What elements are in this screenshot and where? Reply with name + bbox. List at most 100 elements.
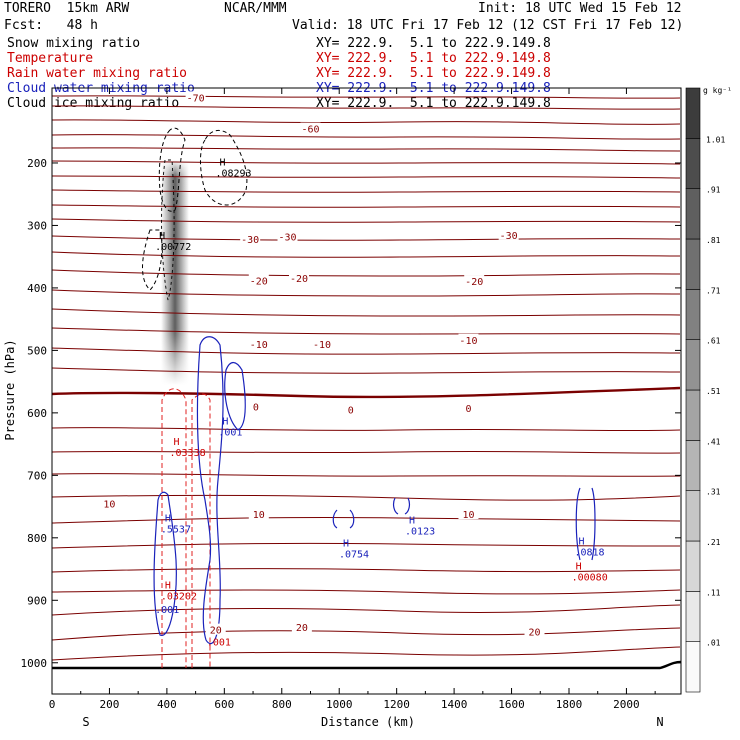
temperature-label: -70 xyxy=(187,93,205,104)
field-label-temperature: Temperature xyxy=(7,51,94,66)
extremum-value: .0818 xyxy=(574,548,604,559)
x-tick-label: 1400 xyxy=(441,698,468,711)
extremum-marker: H xyxy=(409,515,415,526)
temperature-label: -20 xyxy=(290,274,308,285)
x-tick-label: 1000 xyxy=(326,698,353,711)
x-tick-label: 1800 xyxy=(556,698,583,711)
colorbar-swatch xyxy=(685,440,701,491)
init-time: Init: 18 UTC Wed 15 Feb 12 xyxy=(478,1,682,16)
y-tick-label: 600 xyxy=(27,407,47,420)
colorbar-tick-label: .41 xyxy=(706,437,721,446)
temperature-label-bg xyxy=(99,497,120,509)
colorbar-tick-label: .31 xyxy=(706,488,721,497)
extremum-value: .03338 xyxy=(170,448,206,459)
temperature-label: 20 xyxy=(296,623,308,634)
temperature-label: 20 xyxy=(210,626,222,637)
extremum-value: .001 xyxy=(207,638,231,649)
x-tick-label: 1600 xyxy=(498,698,525,711)
temperature-label-bg xyxy=(300,122,321,134)
colorbar-tick-label: .01 xyxy=(706,639,721,648)
south-end-label: S xyxy=(82,715,89,729)
temperature-label-bg xyxy=(458,333,479,345)
colorbar-swatch xyxy=(685,238,701,290)
temperature-label-bg xyxy=(458,508,479,520)
temperature-label: 10 xyxy=(253,510,265,521)
temperature-label: -30 xyxy=(500,231,518,242)
temperature-label: 10 xyxy=(103,499,115,510)
colorbar-tick-label: 1.01 xyxy=(706,135,725,144)
rain-contours xyxy=(161,388,211,668)
colorbar-swatch xyxy=(685,138,701,189)
temperature-label-bg xyxy=(185,91,206,103)
extremum-value: .00772 xyxy=(155,242,191,253)
temperature-label-bg xyxy=(245,400,266,412)
field-xy-snow: XY= 222.9. 5.1 to 222.9.149.8 xyxy=(316,36,551,51)
field-xy-rain: XY= 222.9. 5.1 to 222.9.149.8 xyxy=(316,66,551,81)
colorbar-swatch xyxy=(685,87,701,139)
colorbar-swatch xyxy=(685,339,701,391)
temperature-label-bg xyxy=(205,623,226,635)
colorbar-tick-label: .91 xyxy=(706,186,721,195)
temperature-label: 0 xyxy=(465,404,471,415)
extremum-value: .0754 xyxy=(339,549,369,560)
temperature-label: -60 xyxy=(301,125,319,136)
temperature-label: 0 xyxy=(253,403,259,414)
snow-contours xyxy=(161,159,175,301)
temperature-label-bg xyxy=(291,621,312,633)
temperature-label: -10 xyxy=(313,340,331,351)
temperature-label-bg xyxy=(248,508,269,520)
colorbar-swatch xyxy=(685,188,701,240)
north-end-label: N xyxy=(656,715,663,729)
temperature-label: -10 xyxy=(250,340,268,351)
colorbar-swatch xyxy=(685,540,701,592)
colorbar-tick-label: .71 xyxy=(706,286,721,295)
x-tick-label: 600 xyxy=(214,698,234,711)
y-tick-label: 900 xyxy=(27,594,47,607)
colorbar-swatch xyxy=(685,389,701,441)
temperature-label-bg xyxy=(240,233,261,245)
field-xy-temperature: XY= 222.9. 5.1 to 222.9.149.8 xyxy=(316,51,551,66)
y-tick-label: 700 xyxy=(27,469,47,482)
y-tick-label: 500 xyxy=(27,344,47,357)
plot-axes xyxy=(51,87,682,695)
extremum-marker: H xyxy=(578,537,584,548)
colorbar-unit: g kg⁻¹ xyxy=(703,86,732,95)
temperature-label-bg xyxy=(248,338,269,350)
cloud-water-contours xyxy=(153,336,596,645)
temperature-label: 10 xyxy=(462,510,474,521)
extremum-marker: H xyxy=(165,580,171,591)
temperature-label-bg xyxy=(340,403,361,415)
temperature-contours xyxy=(52,95,681,661)
x-tick-label: 400 xyxy=(157,698,177,711)
temperature-label-bg xyxy=(498,228,519,240)
temperature-label-bg xyxy=(458,401,479,413)
temperature-label: 20 xyxy=(528,628,540,639)
extremum-value: .08293 xyxy=(215,168,251,179)
field-xy-cloud-ice: XY= 222.9. 5.1 to 222.9.149.8 xyxy=(316,96,551,111)
field-label-cloud-ice: Cloud ice mixing ratio xyxy=(7,96,180,111)
temperature-label: -20 xyxy=(465,277,483,288)
x-axis-label: Distance (km) xyxy=(321,715,415,729)
x-tick-label: 0 xyxy=(49,698,56,711)
extremum-marker: H xyxy=(576,562,582,573)
x-axis-ticks: 0 200 400 600 800 1000 1200 1400 1600 1800 2000 xyxy=(49,88,656,711)
extremum-value: .03202 xyxy=(161,591,197,602)
colorbar-tick-label: .81 xyxy=(706,236,721,245)
colorbar-swatch xyxy=(685,289,701,340)
y-axis-label: Pressure (hPa) xyxy=(3,339,17,440)
y-tick-label: 300 xyxy=(27,219,47,232)
extrema-labels: H.08293H.00772H.03338H.001H.5537H.0754H.… xyxy=(155,157,608,648)
temperature-label-bg xyxy=(464,275,485,287)
extremum-marker: H xyxy=(174,437,180,448)
colorbar-swatch xyxy=(685,591,701,642)
y-tick-label: 400 xyxy=(27,282,47,295)
snow-shading xyxy=(161,160,189,385)
terrain-surface xyxy=(52,660,682,670)
temperature-label: -30 xyxy=(278,233,296,244)
y-tick-label: 800 xyxy=(27,532,47,545)
extremum-marker: H xyxy=(159,231,165,242)
x-tick-label: 1200 xyxy=(383,698,410,711)
field-label-snow: Snow mixing ratio xyxy=(7,36,141,51)
